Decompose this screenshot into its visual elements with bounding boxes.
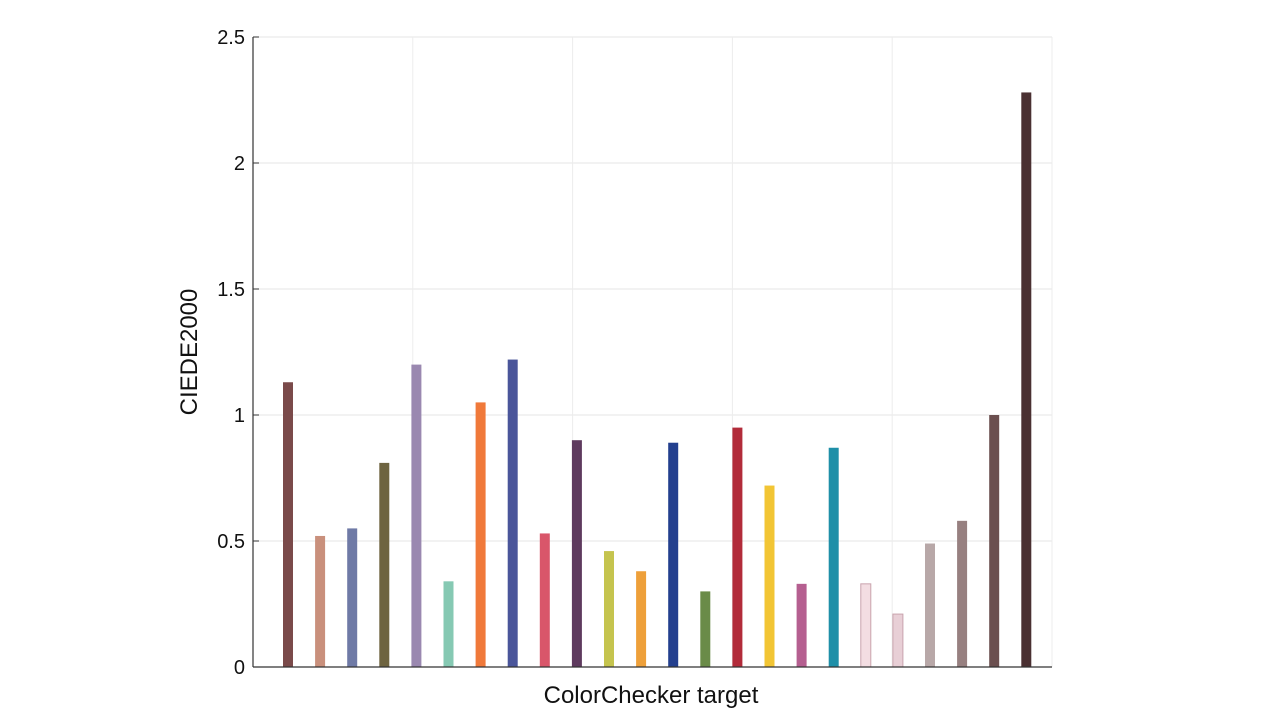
x-axis-label: ColorChecker target (544, 682, 759, 709)
bar-15 (732, 427, 743, 667)
bar-17 (796, 583, 807, 667)
axes (252, 37, 1052, 668)
bar-7 (475, 402, 486, 667)
y-axis-label: CIEDE2000 (176, 289, 203, 416)
bar-5 (411, 364, 422, 667)
bar-16 (764, 485, 775, 667)
bar-14 (700, 591, 711, 667)
bar-13 (668, 442, 679, 667)
bar-2 (315, 535, 326, 667)
bar-12 (636, 571, 647, 667)
y-ticks: 0 0.5 1 1.5 2 2.5 (217, 27, 259, 679)
y-tick-label: 0 (234, 657, 245, 679)
bar-9 (539, 533, 550, 667)
bar-20 (892, 613, 904, 668)
bars (283, 92, 1032, 668)
grid-lines (253, 36, 1053, 667)
bar-23 (989, 415, 1000, 667)
y-tick-label: 1.5 (217, 279, 245, 301)
bar-8 (507, 359, 518, 667)
bar-4 (379, 462, 390, 667)
bar-10 (571, 440, 582, 667)
bar-6 (443, 581, 454, 667)
bar-21 (925, 543, 935, 667)
y-tick-label: 1 (234, 405, 245, 427)
y-tick-label: 2 (234, 153, 245, 175)
bar-3 (347, 528, 358, 667)
y-tick-label: 0.5 (217, 531, 245, 553)
bar-24 (1021, 92, 1032, 667)
bar-11 (604, 551, 614, 667)
bar-1 (283, 382, 293, 667)
bar-19 (860, 583, 872, 668)
bar-22 (957, 520, 968, 667)
y-tick-label: 2.5 (217, 27, 245, 49)
bar-18 (828, 447, 839, 667)
